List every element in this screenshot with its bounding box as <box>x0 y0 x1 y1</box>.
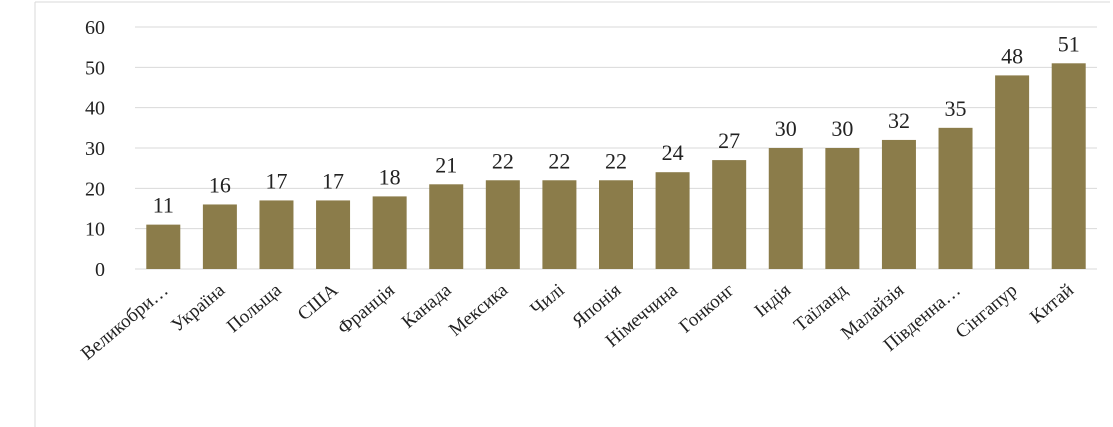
bar <box>881 139 916 269</box>
bar <box>938 127 973 269</box>
y-axis-ticks: 0 10 20 30 40 50 60 <box>85 17 105 281</box>
bar-value-label: 35 <box>945 96 967 121</box>
bar <box>768 148 803 269</box>
x-tick-label: Великобри… <box>77 280 172 365</box>
data-labels: 11 16 17 17 18 21 22 22 22 24 27 30 30 32 35 48 51 <box>153 31 1080 217</box>
x-tick-label: Україна <box>167 279 229 336</box>
bar-value-label: 22 <box>548 148 570 173</box>
bar-value-label: 11 <box>153 193 174 218</box>
bar-value-label: 51 <box>1058 31 1080 56</box>
bar-value-label: 27 <box>718 128 740 153</box>
bar-value-label: 21 <box>435 152 457 177</box>
x-tick-label: Мексика <box>445 279 512 340</box>
bar-value-label: 16 <box>209 172 231 197</box>
y-tick-label: 60 <box>85 17 105 39</box>
x-tick-label: Сінгапур <box>952 280 1022 343</box>
x-tick-label: Китай <box>1026 280 1078 328</box>
bar <box>1051 63 1086 269</box>
bar-value-label: 32 <box>888 108 910 133</box>
bar-value-label: 30 <box>775 116 797 141</box>
bar <box>995 75 1030 270</box>
bar-value-label: 17 <box>265 168 287 193</box>
x-tick-label: Гонконг <box>675 280 738 338</box>
x-tick-label: США <box>294 280 343 326</box>
x-tick-label: Франція <box>334 280 399 340</box>
y-tick-label: 20 <box>85 178 105 200</box>
bar-value-label: 18 <box>379 164 401 189</box>
y-tick-label: 50 <box>85 57 105 79</box>
bar <box>485 180 520 269</box>
x-tick-label: Індія <box>751 280 795 322</box>
bar <box>429 184 464 269</box>
y-tick-label: 0 <box>95 259 105 281</box>
bar <box>542 180 577 269</box>
y-tick-label: 30 <box>85 138 105 160</box>
bars <box>146 63 1086 270</box>
bar <box>259 200 294 269</box>
bar <box>202 204 237 269</box>
bar-value-label: 48 <box>1001 43 1023 68</box>
bar-value-label: 17 <box>322 168 344 193</box>
bar <box>825 148 860 269</box>
bar-value-label: 30 <box>831 116 853 141</box>
y-tick-label: 10 <box>85 219 105 241</box>
bar <box>316 200 351 269</box>
bar-value-label: 22 <box>605 148 627 173</box>
bar <box>655 172 690 269</box>
bar-value-label: 22 <box>492 148 514 173</box>
x-tick-label: Чилі <box>527 280 569 320</box>
bar <box>712 160 747 269</box>
bar <box>599 180 633 269</box>
x-tick-label: Польща <box>223 279 286 337</box>
y-tick-label: 40 <box>85 98 105 120</box>
bar <box>146 224 181 269</box>
bar-value-label: 24 <box>662 140 684 165</box>
bar <box>372 196 407 269</box>
